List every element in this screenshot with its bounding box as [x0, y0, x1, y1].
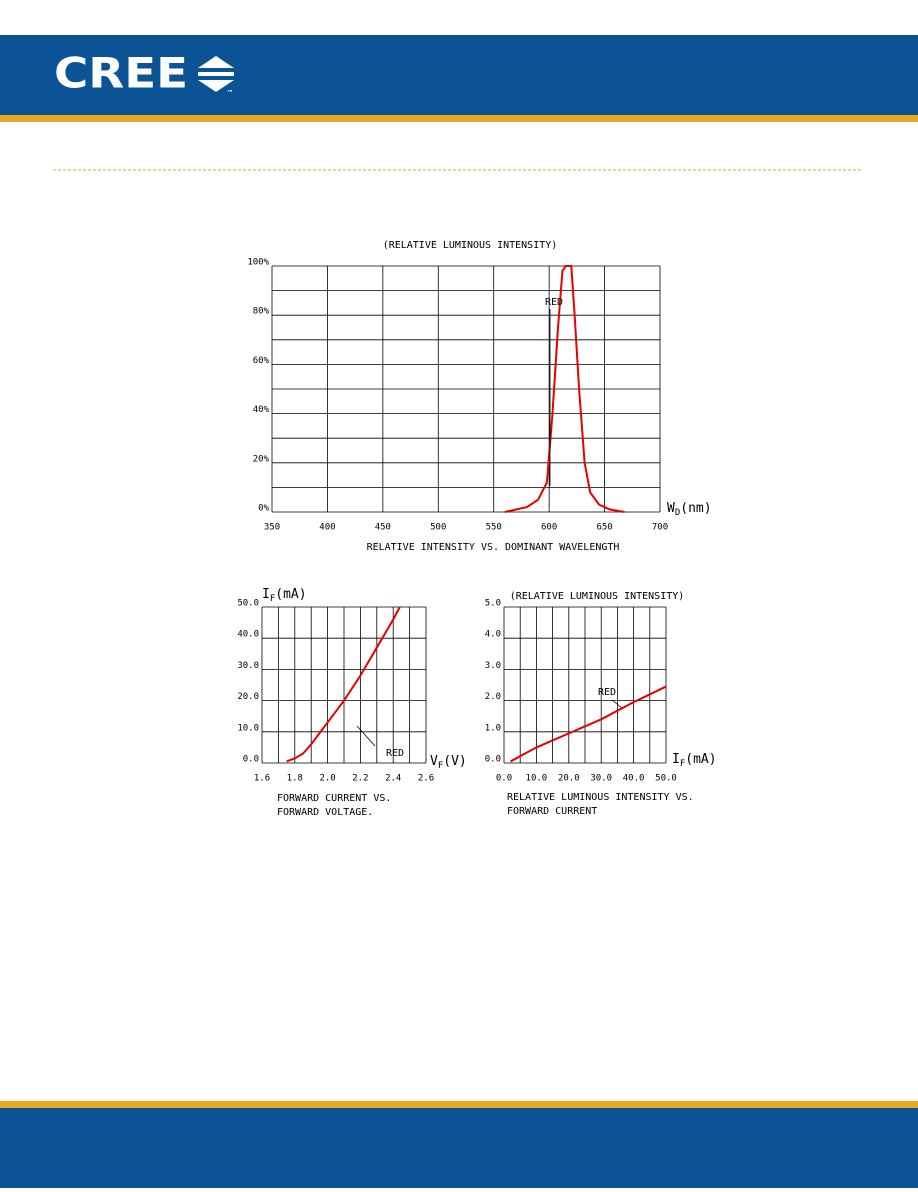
data-line — [504, 265, 625, 513]
y-axis-label-main: I — [262, 587, 270, 602]
x-axis-label-sub: F — [438, 761, 443, 771]
footer-stripe — [0, 1101, 918, 1108]
y-axis-label-sub: F — [270, 594, 275, 604]
x-tick-label: 500 — [430, 523, 446, 533]
series-label-leader — [611, 699, 623, 709]
y-tick-label: 1.0 — [485, 723, 501, 733]
x-axis-label-sub: D — [675, 508, 680, 518]
x-tick-label: 50.0 — [655, 774, 677, 784]
x-axis-label: VF(V) — [430, 754, 467, 771]
x-tick-label: 1.8 — [287, 774, 303, 784]
chart-title: (RELATIVE LUMINOUS INTENSITY) — [510, 591, 685, 602]
x-axis-label-unit: (V) — [443, 754, 466, 769]
footer-band — [0, 1108, 918, 1188]
x-tick-label: 0.0 — [496, 774, 512, 784]
x-tick-label: 1.6 — [254, 774, 270, 784]
x-axis-label-unit: (nm) — [680, 501, 711, 516]
x-tick-label: 400 — [319, 523, 335, 533]
header-stripe — [0, 115, 918, 122]
x-tick-label: 550 — [486, 523, 502, 533]
y-tick-label: 3.0 — [485, 661, 501, 671]
logo-arrow-down — [198, 80, 234, 92]
x-tick-label: 2.0 — [319, 774, 335, 784]
y-tick-label: 4.0 — [485, 630, 501, 640]
data-line — [286, 606, 401, 763]
x-axis-label-main: V — [430, 754, 438, 769]
series-label: RED — [598, 687, 616, 698]
x-tick-label: 40.0 — [623, 774, 645, 784]
chart-caption: RELATIVE INTENSITY VS. DOMINANT WAVELENG… — [367, 542, 620, 553]
y-tick-label: 20% — [253, 454, 270, 464]
x-tick-label: 2.6 — [418, 774, 434, 784]
x-axis-label-main: W — [667, 501, 675, 516]
y-tick-label: 0.0 — [243, 755, 259, 765]
y-tick-label: 60% — [253, 356, 270, 366]
y-tick-label: 20.0 — [237, 692, 259, 702]
x-axis-label: WD(nm) — [667, 501, 712, 518]
x-axis-label-main: I — [672, 752, 680, 767]
y-tick-label: 10.0 — [237, 723, 259, 733]
series-label: RED — [386, 748, 404, 759]
y-tick-label: 0.0 — [485, 755, 501, 765]
logo: CREE — [54, 49, 188, 98]
x-tick-label: 700 — [652, 523, 668, 533]
x-tick-label: 350 — [264, 523, 280, 533]
x-tick-label: 2.4 — [385, 774, 401, 784]
header-band — [0, 35, 918, 115]
x-axis-label-sub: F — [680, 759, 685, 769]
y-tick-label: 80% — [253, 307, 270, 317]
chart-caption: FORWARD CURRENT VS. — [277, 793, 391, 804]
y-tick-label: 40% — [253, 405, 270, 415]
y-tick-label: 0% — [258, 504, 269, 514]
y-tick-label: 30.0 — [237, 661, 259, 671]
x-tick-label: 450 — [375, 523, 391, 533]
logo-arrow-up — [198, 56, 234, 68]
y-tick-label: 100% — [247, 258, 269, 268]
chart-title: (RELATIVE LUMINOUS INTENSITY) — [383, 240, 558, 251]
chart-caption: FORWARD VOLTAGE. — [277, 807, 373, 818]
chart-caption: FORWARD CURRENT — [507, 806, 597, 817]
y-axis-label-unit: (mA) — [275, 587, 306, 602]
y-tick-label: 5.0 — [485, 599, 501, 609]
y-axis-label: IF(mA) — [262, 587, 307, 604]
y-tick-label: 50.0 — [237, 599, 259, 609]
x-tick-label: 600 — [541, 523, 557, 533]
x-tick-label: 650 — [596, 523, 612, 533]
x-tick-label: 20.0 — [558, 774, 580, 784]
x-tick-label: 2.2 — [352, 774, 368, 784]
series-label-leader — [356, 725, 376, 747]
logo-mark: ™ — [227, 90, 233, 97]
series-label: RED — [545, 297, 563, 308]
x-tick-label: 30.0 — [590, 774, 612, 784]
y-tick-label: 40.0 — [237, 630, 259, 640]
x-axis-label-unit: (mA) — [685, 752, 716, 767]
x-axis-label: IF(mA) — [672, 752, 717, 769]
y-tick-label: 2.0 — [485, 692, 501, 702]
chart-caption: RELATIVE LUMINOUS INTENSITY VS. — [507, 792, 694, 803]
x-tick-label: 10.0 — [526, 774, 548, 784]
logo-bar — [198, 72, 234, 76]
data-line — [510, 685, 667, 763]
